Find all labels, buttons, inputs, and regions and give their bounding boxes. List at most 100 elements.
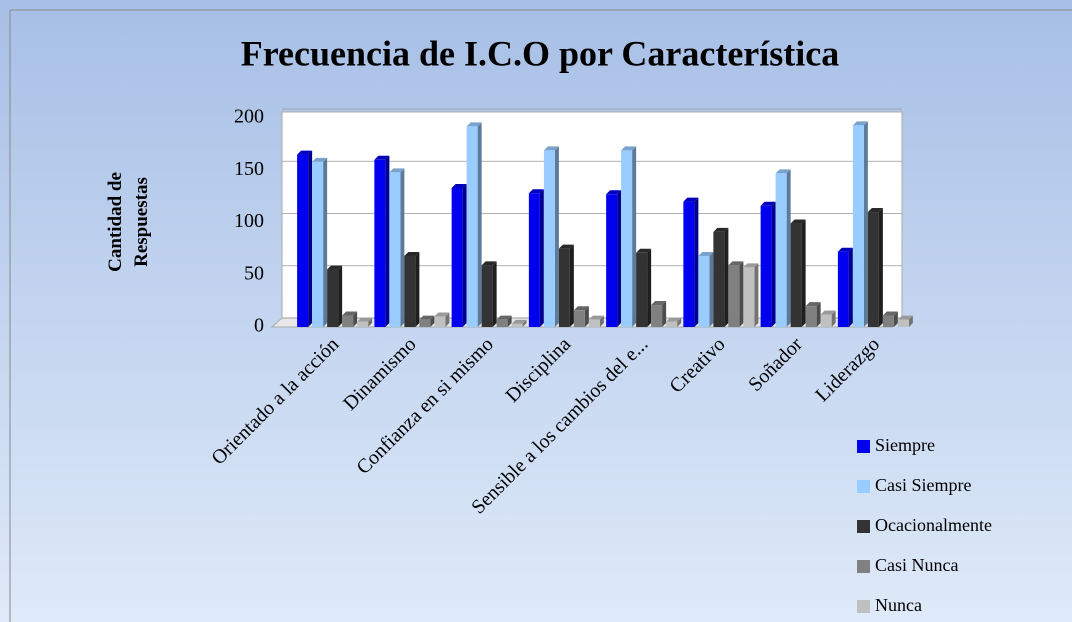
bar-side bbox=[308, 150, 313, 327]
y-tick-label: 200 bbox=[234, 106, 264, 128]
bar-top bbox=[404, 251, 420, 256]
bar-top bbox=[342, 311, 358, 316]
bar bbox=[404, 255, 416, 327]
bar-top bbox=[496, 315, 512, 320]
y-tick-label: 100 bbox=[234, 210, 264, 232]
bar-side bbox=[893, 311, 898, 327]
legend-label: Siempre bbox=[875, 435, 935, 455]
bar bbox=[897, 319, 909, 327]
bar-side bbox=[323, 157, 328, 327]
legend-marker bbox=[857, 520, 870, 533]
bar bbox=[419, 319, 431, 327]
bar-side bbox=[554, 146, 559, 327]
bar-side bbox=[522, 319, 527, 327]
bar bbox=[389, 172, 401, 327]
bar-top bbox=[312, 157, 328, 162]
bar-side bbox=[647, 248, 652, 327]
bar-top bbox=[466, 122, 482, 127]
bar-top bbox=[651, 301, 667, 306]
bar-side bbox=[569, 244, 574, 327]
bar bbox=[357, 321, 369, 327]
bar-side bbox=[338, 265, 343, 327]
bar bbox=[621, 150, 633, 327]
bar-top bbox=[790, 219, 806, 224]
legend-label: Nunca bbox=[875, 595, 922, 615]
bar bbox=[698, 255, 710, 327]
bar-top bbox=[683, 197, 699, 202]
bar bbox=[481, 265, 493, 327]
bar-side bbox=[400, 168, 405, 327]
bar-top bbox=[636, 248, 652, 253]
bar-top bbox=[481, 261, 497, 266]
bar-top bbox=[511, 319, 527, 324]
legend-label: Ocacionalmente bbox=[875, 515, 992, 535]
bar bbox=[588, 319, 600, 327]
legend-label: Casi Siempre bbox=[875, 475, 972, 495]
bar-top bbox=[820, 310, 836, 315]
bar-top bbox=[389, 168, 405, 173]
bar-side bbox=[430, 315, 435, 327]
bar bbox=[790, 223, 802, 327]
bar bbox=[882, 315, 894, 327]
bar-top bbox=[882, 311, 898, 316]
bar-side bbox=[709, 251, 714, 327]
bar bbox=[451, 188, 463, 327]
bar-side bbox=[694, 197, 699, 327]
bar bbox=[775, 173, 787, 327]
legend-label: Casi Nunca bbox=[875, 555, 958, 575]
bar bbox=[805, 306, 817, 327]
bar bbox=[760, 205, 772, 327]
bar-top bbox=[621, 146, 637, 151]
bar-top bbox=[867, 208, 883, 213]
bar-side bbox=[353, 311, 358, 327]
bar-side bbox=[584, 306, 589, 327]
bar-side bbox=[816, 302, 821, 327]
legend-marker bbox=[857, 480, 870, 493]
bar bbox=[713, 231, 725, 327]
bar bbox=[342, 315, 354, 327]
bar bbox=[466, 126, 478, 327]
bar-top bbox=[728, 261, 744, 266]
bar-side bbox=[477, 122, 482, 327]
legend-marker bbox=[857, 560, 870, 573]
legend-marker bbox=[857, 440, 870, 453]
bar-top bbox=[775, 169, 791, 174]
bar-top bbox=[573, 306, 589, 311]
bar bbox=[327, 269, 339, 327]
bar-side bbox=[878, 208, 883, 327]
bar-side bbox=[385, 155, 390, 327]
bar-top bbox=[297, 150, 313, 155]
bar bbox=[543, 150, 555, 327]
bar-side bbox=[677, 317, 682, 327]
bar-top bbox=[558, 244, 574, 249]
bar-top bbox=[897, 315, 913, 320]
bar-top bbox=[666, 317, 682, 322]
chart-title: Frecuencia de I.C.O por Característica bbox=[241, 33, 840, 73]
legend-marker bbox=[857, 600, 870, 613]
bar-top bbox=[760, 201, 776, 206]
bar bbox=[728, 265, 740, 327]
bar-side bbox=[771, 201, 776, 327]
bar-side bbox=[831, 310, 836, 327]
bar-top bbox=[743, 263, 759, 268]
bar-top bbox=[327, 265, 343, 270]
bar bbox=[636, 252, 648, 327]
bar-side bbox=[617, 190, 622, 327]
y-tick-label: 0 bbox=[254, 315, 264, 337]
bar-top bbox=[713, 227, 729, 232]
bar bbox=[496, 319, 508, 327]
bar-side bbox=[739, 261, 744, 327]
bar bbox=[867, 212, 879, 327]
bar-top bbox=[588, 315, 604, 320]
bar-side bbox=[415, 251, 420, 327]
bar bbox=[820, 314, 832, 327]
y-tick-label: 150 bbox=[234, 158, 264, 180]
bar bbox=[683, 201, 695, 327]
bar-side bbox=[462, 184, 467, 327]
bar-side bbox=[754, 263, 759, 327]
bar-side bbox=[539, 189, 544, 327]
bar bbox=[312, 161, 324, 327]
y-tick-label: 50 bbox=[244, 262, 264, 284]
bar bbox=[852, 125, 864, 327]
bar-side bbox=[908, 315, 913, 327]
